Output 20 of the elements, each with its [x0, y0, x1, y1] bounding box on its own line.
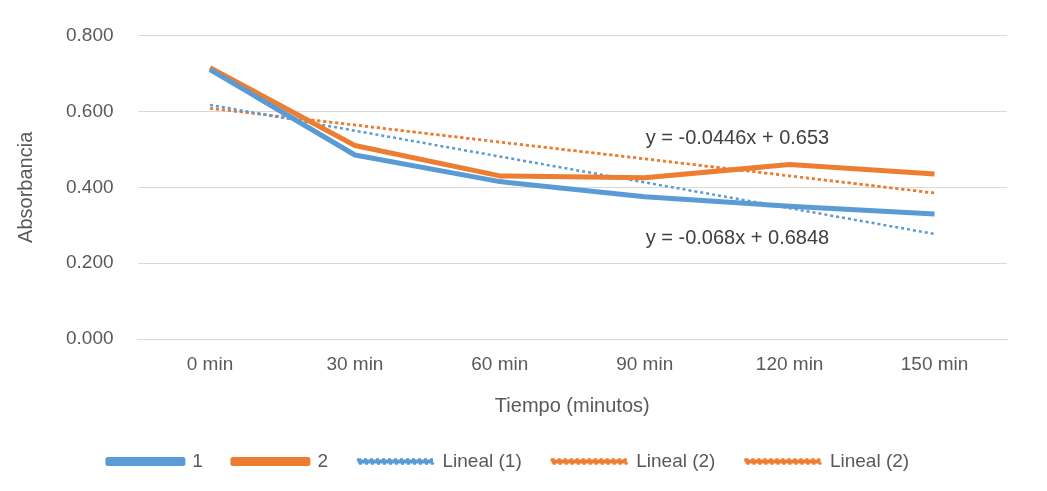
- y-tick-label: 0.400: [66, 175, 114, 197]
- legend-label: Lineal (2): [829, 449, 910, 471]
- x-tick-label: 60 min: [471, 352, 529, 374]
- legend-label: Lineal (2): [636, 449, 716, 471]
- y-tick-label: 0.000: [66, 327, 114, 349]
- annotation: y = -0.0446x + 0.653: [645, 126, 830, 149]
- y-tick-label: 0.800: [66, 23, 114, 45]
- legend-label: Lineal (1): [442, 449, 522, 471]
- x-tick-label: 120 min: [755, 352, 824, 374]
- x-tick-label: 0 min: [186, 352, 234, 374]
- x-tick-label: 90 min: [616, 352, 674, 374]
- legend-label: 2: [317, 449, 329, 471]
- y-axis-title: Absorbancia: [13, 130, 36, 243]
- y-tick-label: 0.600: [66, 99, 114, 121]
- y-tick-label: 0.200: [66, 251, 114, 273]
- x-tick-label: 30 min: [326, 352, 384, 374]
- x-tick-label: 150 min: [900, 352, 969, 374]
- legend-label: 1: [192, 449, 203, 471]
- annotation: y = -0.068x + 0.6848: [645, 226, 830, 249]
- x-axis-title: Tiempo (minutos): [494, 393, 650, 416]
